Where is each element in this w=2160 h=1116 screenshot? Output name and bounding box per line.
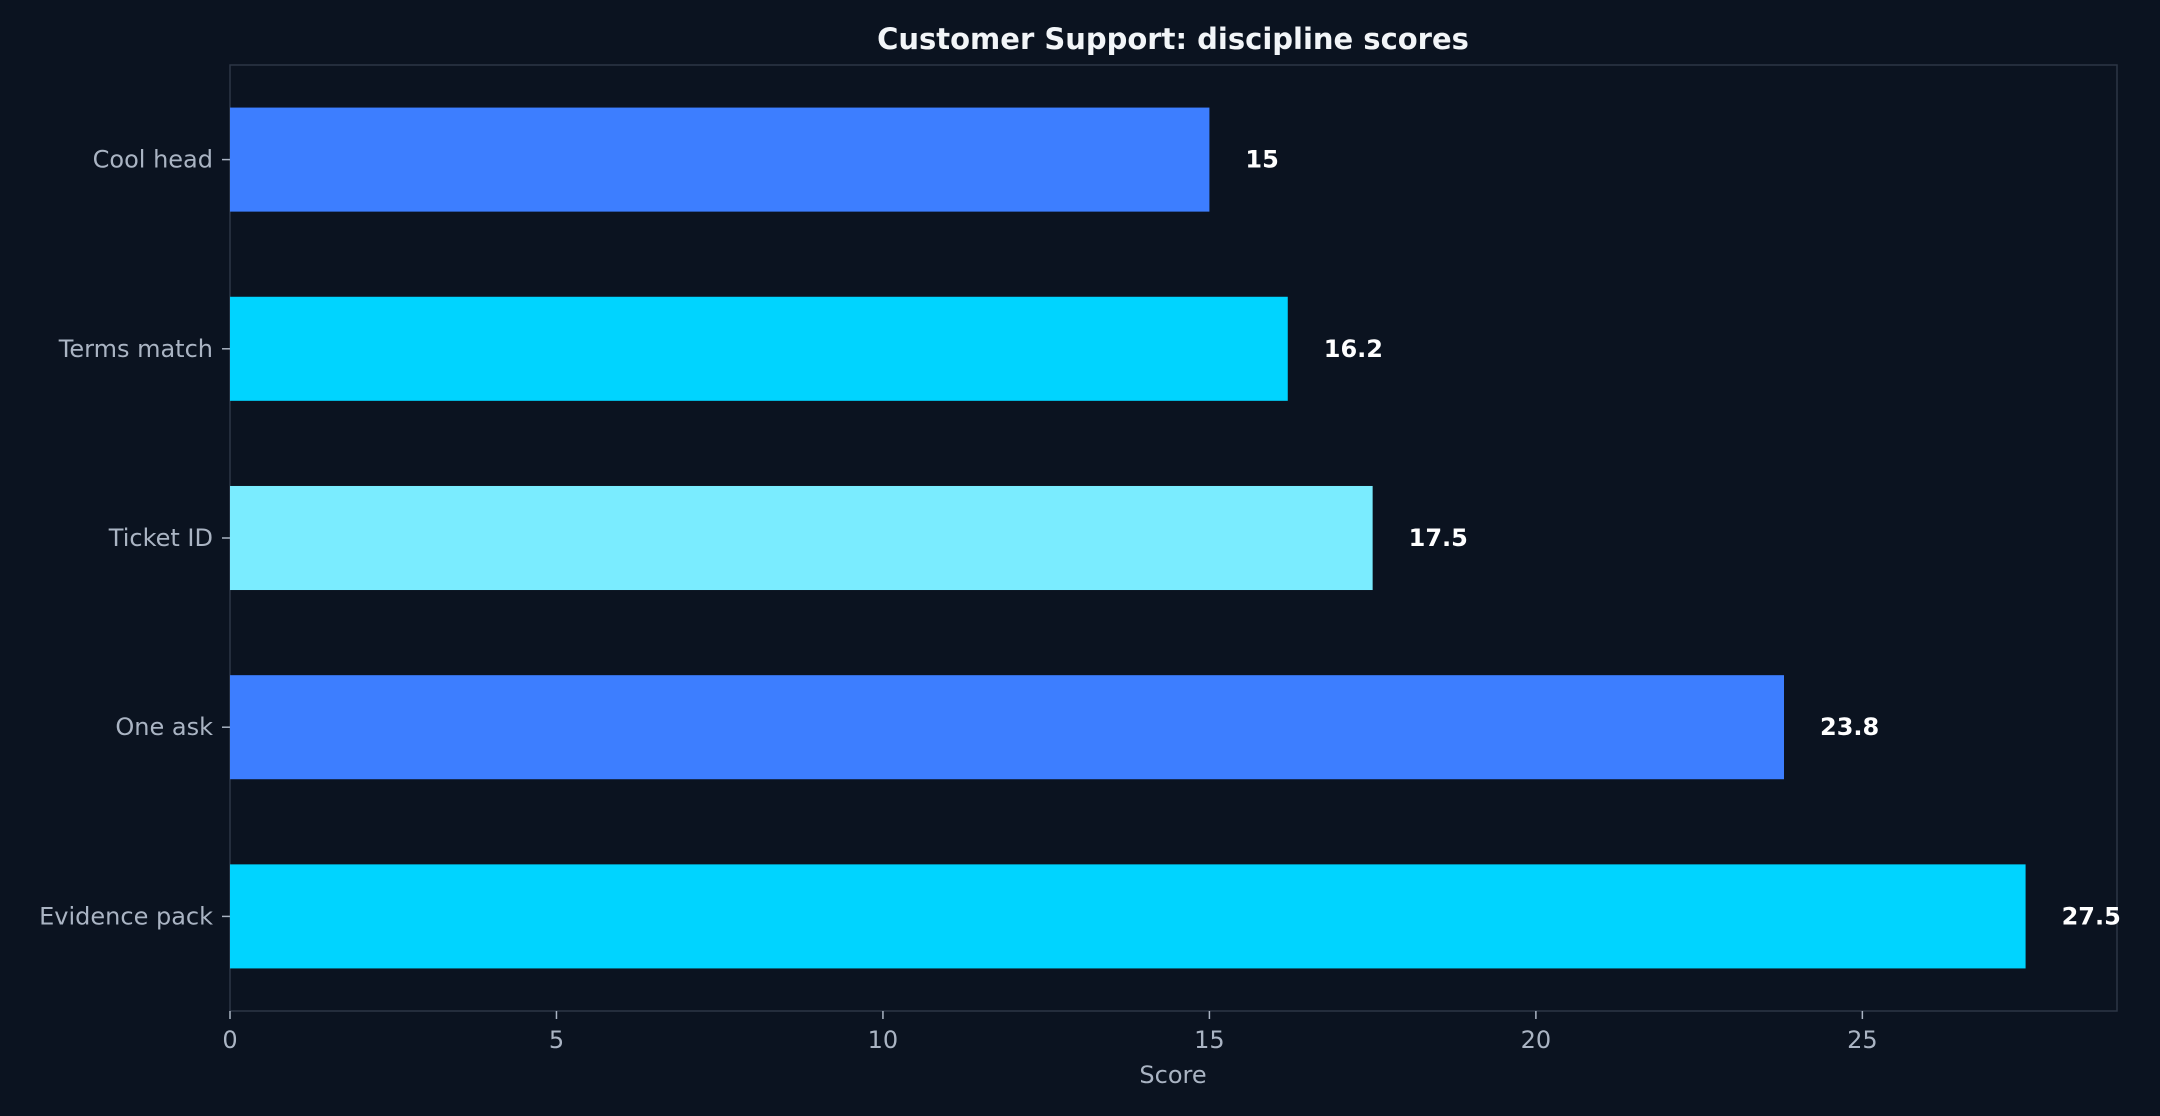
chart-title: Customer Support: discipline scores	[877, 22, 1469, 56]
y-tick-label-3: One ask	[115, 713, 213, 741]
x-axis-label: Score	[1139, 1061, 1206, 1089]
bar-value-label-0: 15	[1245, 146, 1278, 174]
bar-2	[230, 485, 1373, 591]
bar-value-label-1: 16.2	[1324, 335, 1383, 363]
y-tick-label-0: Cool head	[93, 146, 213, 174]
y-tick-label-4: Evidence pack	[39, 902, 213, 930]
bar-3	[230, 675, 1784, 780]
bar-0	[230, 107, 1210, 212]
bar-value-label-2: 17.5	[1409, 524, 1468, 552]
y-tick-label-1: Terms match	[58, 335, 213, 363]
x-axis: 0 5 10 15 20 25	[222, 1011, 1878, 1054]
x-tick-label-0: 0	[222, 1026, 237, 1054]
x-tick-label-1: 5	[549, 1026, 564, 1054]
bars-group: 15 16.2 17.5 23.8 27.5	[230, 107, 2121, 969]
bar-value-label-4: 27.5	[2062, 902, 2121, 930]
bar-value-label-3: 23.8	[1820, 713, 1879, 741]
x-tick-label-4: 20	[1521, 1026, 1552, 1054]
y-tick-label-2: Ticket ID	[108, 524, 213, 552]
y-axis: Cool head Terms match Ticket ID One ask Evid…	[39, 146, 230, 930]
x-tick-label-5: 25	[1847, 1026, 1878, 1054]
bar-1	[230, 296, 1288, 401]
x-tick-label-3: 15	[1194, 1026, 1225, 1054]
x-tick-label-2: 10	[868, 1026, 899, 1054]
bar-4	[230, 864, 2026, 969]
